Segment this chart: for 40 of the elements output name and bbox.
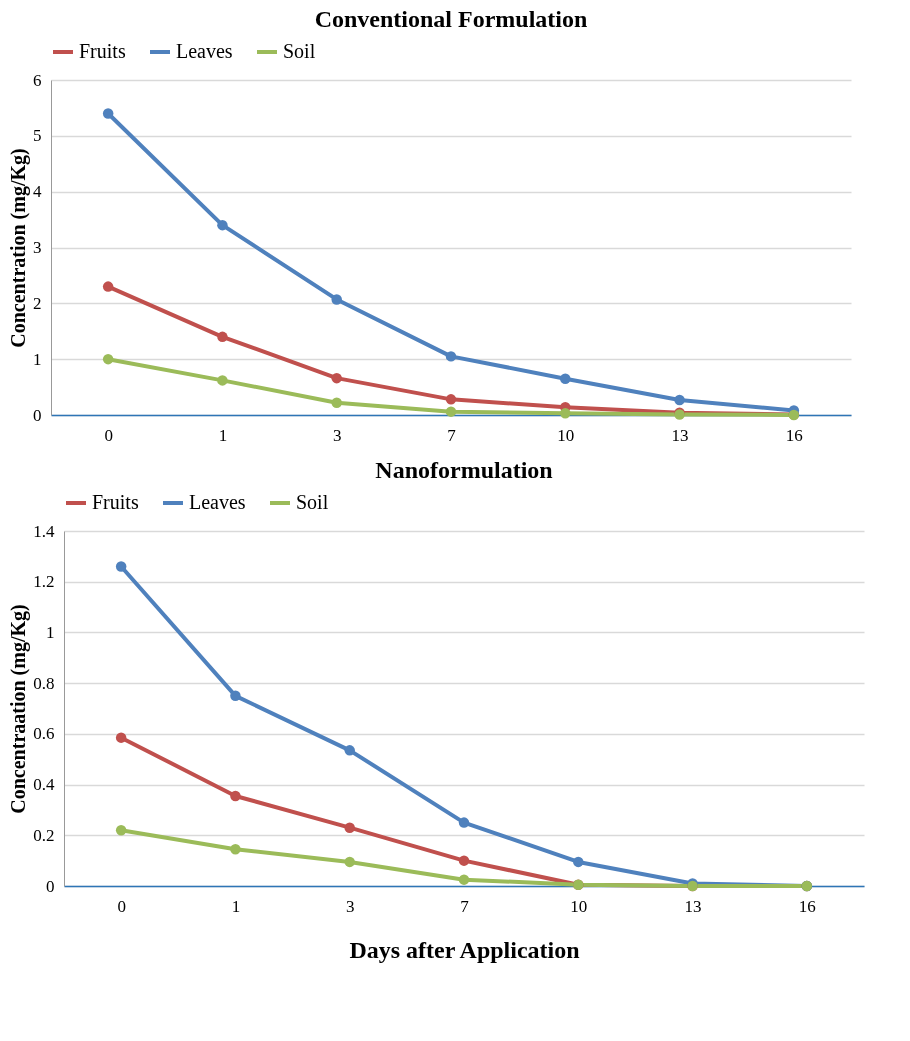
x-tick-label: 0 (104, 425, 113, 445)
x-tick-label: 7 (447, 425, 457, 445)
x-tick-label: 13 (671, 425, 689, 445)
legend-label: Fruits (92, 491, 139, 513)
legend-label: Fruits (79, 40, 126, 62)
x-tick-label: 1 (218, 425, 228, 445)
y-tick-label: 0.6 (33, 724, 55, 744)
x-tick-label: 16 (798, 896, 816, 916)
chart-title: Nanoformulation (375, 457, 553, 483)
x-tick-label: 7 (460, 896, 470, 916)
y-tick-label: 3 (33, 238, 42, 257)
y-tick-label: 6 (33, 70, 42, 90)
legend-label: Soil (283, 40, 316, 62)
y-tick-label: 1.2 (33, 572, 55, 592)
x-tick-label: 1 (231, 896, 241, 916)
x-tick-label: 3 (332, 425, 342, 445)
legend-label: Leaves (176, 40, 233, 62)
y-tick-label: 0 (33, 405, 42, 425)
x-tick-label: 10 (570, 896, 588, 916)
x-axis-title: Days after Application (349, 936, 580, 963)
y-tick-label: 0.4 (33, 775, 55, 795)
y-tick-label: 2 (33, 293, 42, 313)
y-tick-label: 0.8 (33, 673, 55, 693)
legend-label: Leaves (189, 491, 246, 513)
y-axis-title: Concentraation (mg/Kg) (7, 604, 31, 814)
x-tick-label: 10 (557, 425, 575, 445)
y-tick-label: 4 (33, 182, 42, 202)
chart-title: Conventional Formulation (314, 6, 588, 32)
x-tick-label: 16 (785, 425, 803, 445)
y-tick-label: 1 (46, 622, 55, 642)
y-axis-title: Concentration (mg/Kg) (7, 148, 30, 348)
legend-label: Soil (296, 491, 329, 513)
x-tick-label: 0 (117, 896, 126, 916)
y-tick-label: 5 (33, 126, 42, 146)
x-tick-label: 13 (684, 896, 702, 916)
y-tick-label: 0.2 (33, 825, 55, 845)
y-tick-label: 0 (46, 876, 55, 896)
y-tick-label: 1.4 (33, 521, 55, 541)
y-tick-label: 1 (33, 349, 42, 369)
x-tick-label: 3 (345, 896, 355, 916)
